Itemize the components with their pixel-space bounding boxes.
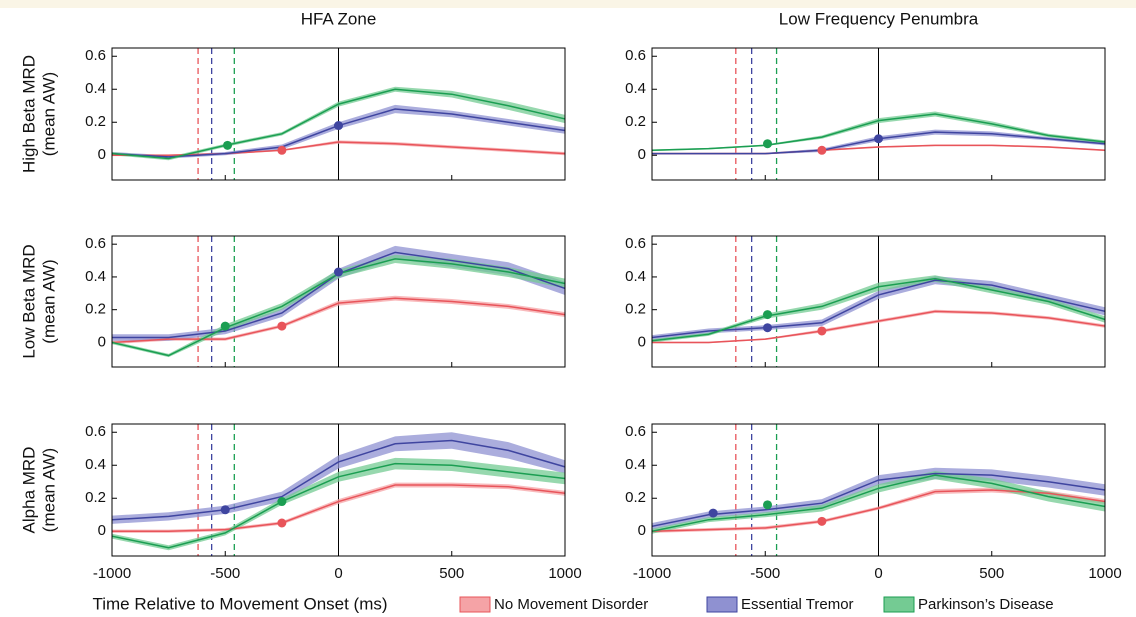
y-tick-label: 0.6 [625, 423, 646, 440]
series-line [111, 462, 566, 549]
x-tick-label: 0 [874, 565, 882, 582]
series-line [651, 113, 1106, 152]
series-line [652, 310, 1106, 344]
row-label: Low Beta MRD [19, 244, 38, 358]
y-tick-label: 0 [638, 522, 646, 539]
x-tick-label: -1000 [633, 565, 671, 582]
series-line [111, 297, 566, 344]
y-tick-label: 0.4 [85, 268, 106, 285]
onset-dot [220, 505, 230, 515]
error-band [652, 487, 1105, 533]
onset-dot [763, 500, 773, 510]
y-tick-label: 0 [638, 333, 646, 350]
y-tick-label: 0.2 [625, 489, 646, 506]
error-band [652, 276, 1105, 340]
axes-frame [651, 235, 1106, 368]
error-band [652, 129, 1105, 155]
y-tick-label: 0.6 [625, 235, 646, 252]
y-tick-label: 0.2 [625, 301, 646, 318]
y-tick-label: 0 [98, 333, 106, 350]
panel: 0 0.2 0.4 0.6 [625, 47, 1106, 181]
error-band [652, 111, 1105, 152]
series-line [651, 472, 1106, 528]
row-label: High Beta MRD [19, 55, 38, 173]
axes-frame [651, 423, 1106, 557]
column-title: Low Frequency Penumbra [779, 9, 979, 28]
y-tick-label: 0.2 [85, 301, 106, 318]
column-title: HFA Zone [301, 9, 377, 28]
onset-dot [220, 321, 230, 331]
top-strip [0, 0, 1136, 8]
axes-frame [111, 423, 566, 557]
y-tick-label: 0.4 [85, 80, 106, 97]
y-tick-label: 0.4 [625, 268, 646, 285]
error-band [112, 432, 565, 524]
y-tick-label: 0.2 [85, 489, 106, 506]
axes-frame [111, 235, 566, 368]
onset-dot [277, 321, 287, 331]
panel: 0 0.2 0.4 0.6 -1000 -500 0 500 1000 [85, 423, 582, 582]
series-line [111, 439, 566, 521]
x-tick-label: -500 [210, 565, 240, 582]
onset-dot [334, 121, 343, 131]
row-label: (mean AW) [39, 72, 58, 156]
onset-dot [763, 310, 773, 320]
x-tick-label: 1000 [548, 565, 581, 582]
x-tick-label: 1000 [1088, 565, 1121, 582]
legend-label: No Movement Disorder [494, 596, 648, 613]
y-tick-label: 0.6 [625, 47, 646, 64]
row-label: Alpha MRD [19, 447, 38, 534]
onset-dot [277, 497, 287, 507]
x-tick-label: 500 [979, 565, 1004, 582]
series-line [651, 279, 1106, 339]
legend-swatch [883, 596, 915, 613]
onset-dot [817, 145, 827, 155]
y-tick-label: 0.2 [85, 113, 106, 130]
onset-dot [334, 267, 343, 277]
y-tick-label: 0.6 [85, 47, 106, 64]
onset-dot [277, 145, 287, 155]
onset-dot [708, 508, 718, 518]
series-line [651, 474, 1106, 532]
legend-swatch [706, 596, 738, 613]
series-line [112, 484, 566, 532]
panel: 0 0.2 0.4 0.6 [85, 235, 566, 368]
onset-dot [817, 326, 827, 336]
panel: 0 0.2 0.4 0.6 -1000 -500 0 500 1000 [625, 423, 1122, 582]
y-tick-label: 0.6 [85, 423, 106, 440]
onset-dot [817, 516, 827, 526]
y-tick-label: 0 [98, 522, 106, 539]
error-band [652, 471, 1105, 534]
y-tick-label: 0.4 [625, 80, 646, 97]
onset-dot [763, 139, 773, 149]
x-tick-label: -500 [750, 565, 780, 582]
legend-swatch [459, 596, 491, 613]
row-label: (mean AW) [39, 259, 58, 343]
onset-dot [874, 134, 883, 144]
onset-dot [277, 518, 287, 528]
onset-dot [763, 323, 773, 333]
x-tick-label: 0 [334, 565, 342, 582]
y-tick-label: 0 [98, 146, 106, 163]
onset-dot [223, 140, 233, 150]
error-band [652, 275, 1105, 343]
series-line [111, 88, 566, 160]
legend-label: Parkinson’s Disease [918, 596, 1054, 613]
panel: 0 0.2 0.4 0.6 [625, 235, 1106, 368]
axes-frame [111, 47, 566, 181]
x-axis-label: Time Relative to Movement Onset (ms) [92, 594, 387, 613]
y-tick-label: 0.6 [85, 235, 106, 252]
x-tick-label: -1000 [93, 565, 131, 582]
panel: 0 0.2 0.4 0.6 [85, 47, 566, 181]
y-tick-label: 0 [638, 146, 646, 163]
x-tick-label: 500 [439, 565, 464, 582]
y-tick-label: 0.2 [625, 113, 646, 130]
y-tick-label: 0.4 [625, 456, 646, 473]
series-line [651, 277, 1106, 342]
legend-label: Essential Tremor [741, 596, 854, 613]
y-tick-label: 0.4 [85, 456, 106, 473]
row-label: (mean AW) [39, 448, 58, 532]
axes-frame [651, 47, 1106, 181]
